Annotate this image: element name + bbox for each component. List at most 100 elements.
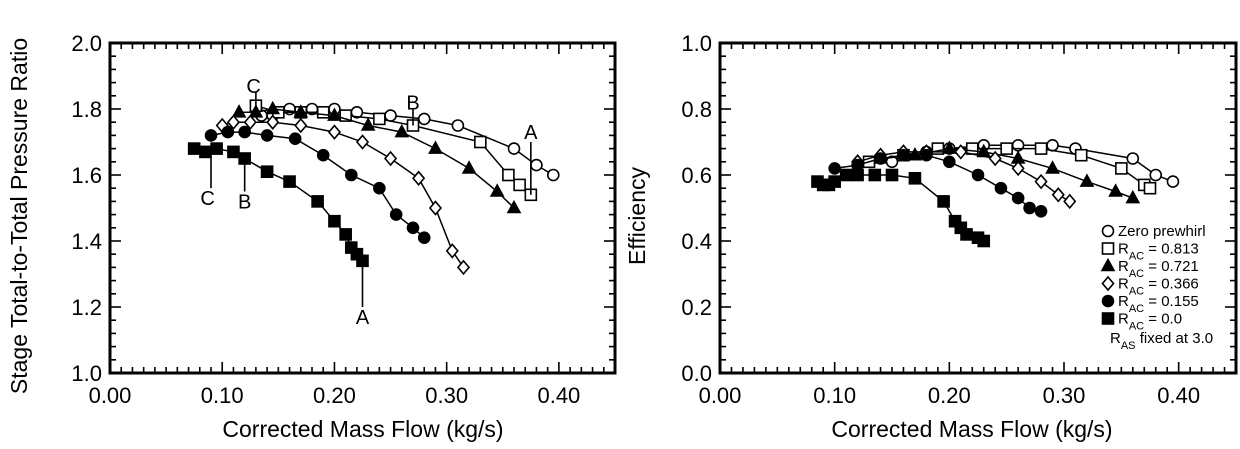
data-point <box>417 231 431 244</box>
data-point <box>1108 183 1123 197</box>
data-point <box>1000 142 1013 155</box>
data-point <box>406 221 420 235</box>
x-tick-label: 0.10 <box>813 383 856 408</box>
pressure-ratio-series-square-filled <box>187 142 369 268</box>
data-point <box>210 142 223 155</box>
data-point <box>507 142 521 155</box>
data-point <box>1023 201 1036 215</box>
data-point <box>941 140 957 154</box>
data-point <box>384 150 398 167</box>
pressure-ratio-y-axis-title: Stage Total-to-Total Pressure Ratio <box>6 38 32 394</box>
data-point <box>546 168 560 182</box>
data-point <box>474 135 487 149</box>
data-point <box>316 148 330 162</box>
y-tick-label: 0.4 <box>681 229 712 254</box>
data-point <box>344 168 358 182</box>
legend-marker <box>1101 242 1115 255</box>
data-point <box>187 142 201 155</box>
data-point <box>937 195 950 208</box>
data-point <box>502 168 515 182</box>
data-point <box>954 144 968 160</box>
efficiency-y-tick-labels: 0.0 0.2 0.4 0.6 0.8 1.0 <box>681 31 712 386</box>
data-point <box>1125 189 1141 204</box>
legend-marker <box>1101 294 1115 308</box>
data-point <box>994 181 1008 195</box>
data-point <box>231 104 247 118</box>
x-tick-label: 0.40 <box>1157 383 1200 408</box>
data-point <box>373 181 386 195</box>
efficiency-series-circle-open <box>885 139 1180 188</box>
annotation-label: B <box>238 191 251 213</box>
data-point <box>1051 187 1065 203</box>
data-point <box>428 140 443 154</box>
data-point <box>1011 160 1025 177</box>
data-point <box>294 117 308 134</box>
pressure-ratio-plot-frame <box>108 41 617 375</box>
x-tick-label: 0.00 <box>699 383 742 408</box>
annotation-label: C <box>246 76 260 98</box>
data-point <box>1115 162 1128 175</box>
pressure-ratio-series-triangle-filled <box>231 100 522 214</box>
data-point <box>227 145 240 159</box>
data-point <box>897 148 910 162</box>
data-point <box>311 195 324 208</box>
data-point <box>960 228 973 241</box>
data-point <box>327 124 341 140</box>
data-point <box>260 129 274 142</box>
data-point <box>445 243 459 259</box>
data-point <box>1079 173 1095 187</box>
data-point <box>266 114 280 130</box>
efficiency-series <box>811 139 1180 248</box>
pressure-ratio-series <box>187 99 560 276</box>
data-point <box>248 104 264 118</box>
y-tick-label: 0.0 <box>681 361 712 386</box>
annotation-label: A <box>356 307 370 329</box>
data-point <box>288 132 302 145</box>
y-tick-label: 0.2 <box>681 295 712 320</box>
data-point <box>506 199 522 214</box>
data-point <box>226 114 240 130</box>
x-tick-label: 0.20 <box>313 383 356 408</box>
data-point <box>971 168 985 182</box>
legend-marker <box>1100 257 1116 272</box>
data-point <box>965 142 979 155</box>
data-point <box>1063 193 1077 210</box>
y-tick-label: 0.6 <box>681 163 712 188</box>
efficiency-plot-frame <box>718 41 1238 375</box>
data-point <box>355 134 370 150</box>
legend-marker <box>1101 224 1115 238</box>
data-point <box>1143 181 1157 195</box>
pressure-ratio-chart: 0.00 0.10 0.20 0.30 0.40 1.01.21.41.61.82.0 … <box>6 31 617 442</box>
data-point <box>384 109 397 122</box>
legend-item: Zero prewhirl <box>1101 223 1206 240</box>
data-point <box>1034 173 1048 190</box>
x-tick-label: 0.30 <box>425 383 468 408</box>
y-tick-label: 1.6 <box>71 163 102 188</box>
legend-note: RAS fixed at 3.0 <box>1110 330 1213 352</box>
y-tick-label: 1.2 <box>71 295 102 320</box>
data-point <box>456 259 471 276</box>
efficiency-x-axis-title: Corrected Mass Flow (kg/s) <box>831 416 1112 442</box>
x-tick-label: 0.10 <box>201 383 244 408</box>
efficiency-series-circle-filled <box>828 148 1048 218</box>
data-point <box>1034 142 1048 155</box>
y-tick-label: 2.0 <box>71 31 102 56</box>
series-line <box>210 131 425 239</box>
data-point <box>874 152 887 165</box>
data-point <box>389 208 403 221</box>
legend-marker <box>1101 312 1115 325</box>
annotation-label: A <box>524 122 538 144</box>
annotation-label: C <box>200 188 214 210</box>
data-point <box>513 178 526 192</box>
efficiency-chart: 0.00 0.10 0.20 0.30 0.40 0.00.20.40.60.81.0 … <box>624 31 1238 442</box>
data-point <box>839 168 853 182</box>
pressure-ratio-operating-point-annotations: C B A C B A <box>200 76 538 329</box>
data-point <box>1045 160 1060 174</box>
data-point <box>1149 168 1163 182</box>
series-line <box>261 108 554 176</box>
legend-label: Zero prewhirl <box>1118 223 1206 240</box>
x-tick-label: 0.30 <box>1043 383 1086 408</box>
data-point <box>328 214 341 228</box>
data-point <box>327 107 342 121</box>
